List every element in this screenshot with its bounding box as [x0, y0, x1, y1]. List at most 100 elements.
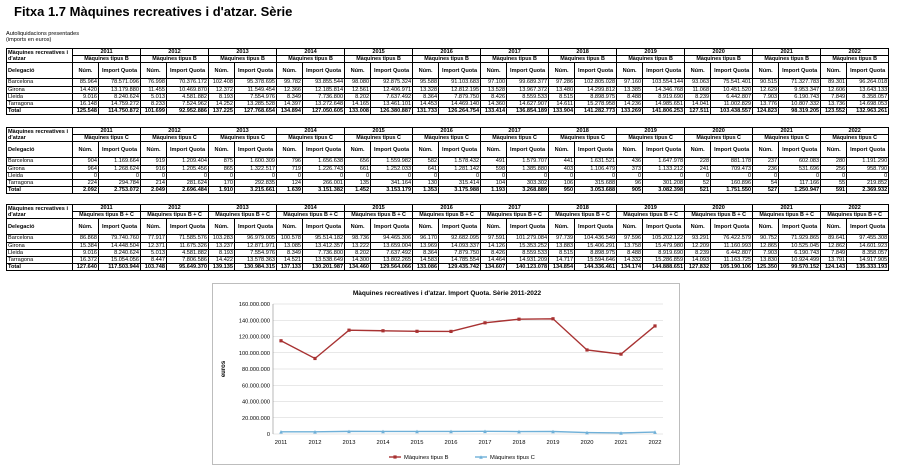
total-value: 134.894: [276, 107, 304, 116]
cell-value: 0: [548, 171, 576, 181]
cell-value: 582: [412, 157, 440, 166]
cell-value: 12.371: [140, 241, 168, 250]
cell-value: 70.376.172: [166, 78, 210, 87]
cell-value: 958.790: [846, 164, 890, 173]
cell-value: 97.160: [616, 78, 644, 87]
cell-value: 102.408: [208, 78, 236, 87]
cell-value: 124: [276, 179, 304, 188]
cell-value: 99.782: [276, 78, 304, 87]
cell-value: 0: [684, 171, 712, 181]
num-header: Núm.: [72, 218, 99, 236]
cell-value: 8.193: [208, 92, 236, 102]
total-value: 133.414: [480, 107, 508, 116]
header-label: Màquines recreatives i d'atzar: [6, 126, 73, 143]
cell-value: 8.239: [684, 92, 712, 102]
data-point: [449, 329, 453, 334]
legend-marker-c: [479, 455, 483, 459]
data-point: [483, 321, 487, 325]
total-value: 3.175.988: [438, 186, 482, 195]
num-header: Núm.: [548, 141, 576, 159]
cell-value: 14.521: [276, 256, 304, 265]
cell-value: 12.606: [820, 85, 848, 94]
num-header: Núm.: [548, 218, 576, 236]
total-value: 129.564.066: [370, 263, 414, 272]
cell-value: 12.862: [820, 241, 848, 250]
total-value: 1.452: [344, 186, 372, 195]
cell-value: 1.600.309: [234, 157, 278, 166]
table-row: Barcelona 85.964 78.571.096 76.998 70.376.17…: [6, 78, 890, 87]
cell-value: 95.588: [412, 78, 440, 87]
import-header: Import Quota: [574, 218, 618, 236]
total-value: 127.511: [684, 107, 712, 116]
cell-value: 14.093.337: [438, 241, 482, 250]
total-value: 127.050.605: [302, 107, 346, 116]
cell-value: 104.436.549: [574, 234, 618, 243]
cell-value: 237: [752, 157, 780, 166]
cell-value: 90.752: [752, 234, 780, 243]
cell-value: 1.281.142: [438, 164, 482, 173]
cell-value: 10.807.332: [778, 100, 822, 109]
row-label: Tarragona: [6, 100, 73, 109]
cell-value: 0: [72, 171, 99, 181]
num-header: Núm.: [480, 141, 508, 159]
cell-value: 7.806.586: [166, 256, 210, 265]
num-header: Núm.: [140, 218, 168, 236]
cell-value: 103.283: [208, 234, 236, 243]
year-header: 2019: [616, 203, 686, 213]
cell-value: 75.541.401: [710, 78, 754, 87]
total-value: 144.888.651: [642, 263, 686, 272]
num-header: Núm.: [752, 141, 780, 159]
cell-value: 294.784: [97, 179, 142, 188]
cell-value: 14.346.768: [642, 85, 686, 94]
import-header: Import Quota: [506, 141, 550, 159]
y-tick-label: 40.000.000: [242, 400, 270, 406]
import-header: Import Quota: [438, 218, 482, 236]
cell-value: 641: [412, 164, 440, 173]
cell-value: 11.549.454: [234, 85, 278, 94]
total-value: 3.151.382: [302, 186, 346, 195]
legend-marker-b: [393, 455, 397, 459]
cell-value: 10.469.870: [166, 85, 210, 94]
cell-value: 403: [548, 164, 576, 173]
cell-value: 373: [616, 164, 644, 173]
cell-value: 52: [684, 179, 712, 188]
cell-value: 1.169.664: [97, 157, 142, 166]
cell-value: 12.865: [752, 241, 780, 250]
year-header: 2012: [140, 47, 210, 57]
type-header: Màquines tipus B + C: [412, 211, 482, 220]
line-chart: Màquines recreatives i d'atzar. Import Q…: [221, 290, 663, 461]
cell-value: 4.581.882: [166, 248, 210, 258]
header-label: Màquines recreatives i d'atzar: [6, 203, 73, 220]
import-header: Import Quota: [370, 141, 414, 159]
cell-value: 14.985.651: [642, 100, 686, 109]
cell-value: 0: [302, 171, 346, 181]
cell-value: 97.286: [548, 78, 576, 87]
import-header: Import Quota: [166, 218, 210, 236]
num-header: Núm.: [820, 141, 848, 159]
cell-value: 1.578.432: [438, 157, 482, 166]
year-header: 2013: [208, 203, 278, 213]
cell-value: 14.453: [412, 100, 440, 109]
cell-value: 13.412.357: [302, 241, 346, 250]
num-header: Núm.: [344, 141, 372, 159]
cell-value: 89.641: [820, 234, 848, 243]
cell-value: 656: [344, 157, 372, 166]
type-header: Màquines tipus C: [208, 134, 278, 143]
cell-value: 7.637.492: [370, 248, 414, 258]
row-label: Tarragona: [6, 256, 73, 265]
total-value: 133.086: [412, 263, 440, 272]
cell-value: 8.426: [480, 92, 508, 102]
cell-value: 12.209: [684, 241, 712, 250]
cell-value: 14.165: [344, 100, 372, 109]
cell-value: 15.353.252: [506, 241, 550, 250]
x-tick-label: 2018: [513, 440, 526, 446]
type-header: Màquines tipus C: [820, 134, 890, 143]
cell-value: 13.328: [412, 85, 440, 94]
cell-value: 86.868: [72, 234, 99, 243]
type-header: Màquines tipus B: [820, 55, 890, 64]
cell-value: 14.252: [208, 100, 236, 109]
cell-value: 13.528: [480, 85, 508, 94]
data-point: [551, 317, 555, 321]
cell-value: 15.286.859: [642, 256, 686, 265]
total-row: Total 127.640 117.503.944 103.748 95.649.370…: [6, 263, 890, 272]
